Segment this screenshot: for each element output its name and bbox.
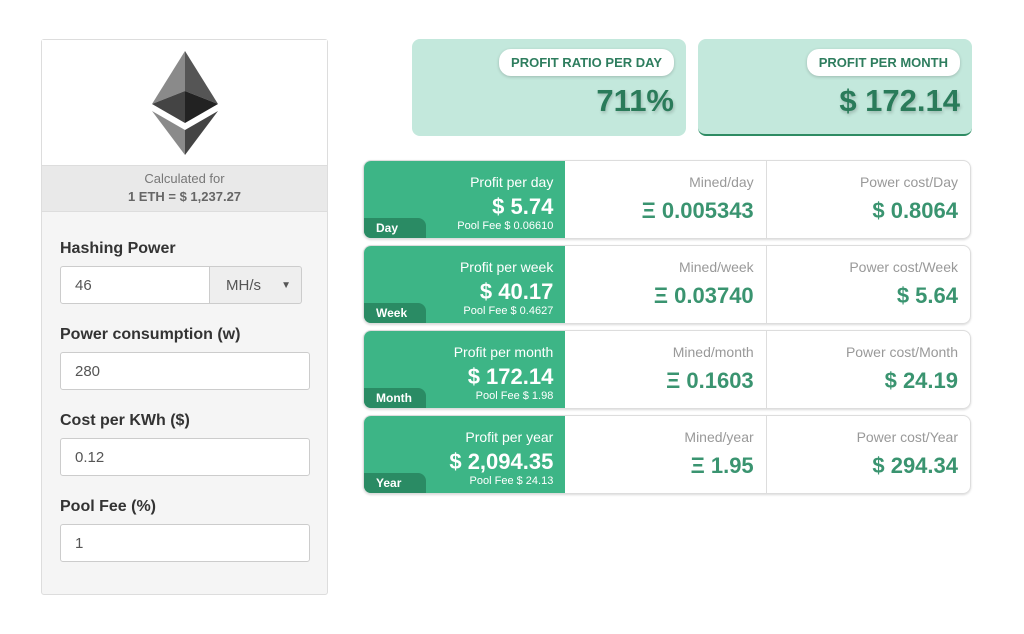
caret-down-icon: ▼ [281, 279, 291, 291]
profit-label: Profit per week [459, 259, 554, 275]
profit-cell: Profit per week $ 40.17 Pool Fee $ 0.462… [364, 246, 566, 323]
profit-cell: Profit per day $ 5.74 Pool Fee $ 0.06610… [364, 161, 566, 238]
ethereum-logo-area [42, 40, 327, 166]
profit-month-value: $ 172.14 [839, 83, 960, 118]
mined-cell: Mined/day Ξ 0.005343 [565, 161, 767, 238]
cost-per-kwh-label: Cost per KWh ($) [60, 412, 190, 429]
hashing-power-input[interactable]: 46 [60, 266, 210, 304]
profit-ratio-label: PROFIT RATIO PER DAY [499, 49, 674, 76]
hashing-power-label: Hashing Power [60, 240, 176, 257]
period-tag: Day [364, 218, 426, 238]
mined-value: Ξ 0.03740 [653, 283, 754, 308]
calculator-panel: Calculated for 1 ETH = $ 1,237.27 Hashin… [41, 39, 328, 595]
pool-fee-input[interactable]: 1 [60, 524, 310, 562]
pool-fee-value: Pool Fee $ 24.13 [469, 475, 554, 487]
mined-value: Ξ 0.1603 [666, 368, 754, 393]
profit-ratio-value: 711% [596, 83, 674, 118]
profit-label: Profit per day [470, 174, 554, 190]
profit-label: Profit per year [465, 429, 554, 445]
power-cost-cell: Power cost/Day $ 0.8064 [767, 161, 970, 238]
power-cost-cell: Power cost/Month $ 24.19 [767, 331, 970, 408]
result-row-day: Profit per day $ 5.74 Pool Fee $ 0.06610… [363, 160, 971, 239]
power-consumption-label: Power consumption (w) [60, 326, 241, 343]
rate-info: Calculated for 1 ETH = $ 1,237.27 [42, 166, 327, 212]
power-cost-label: Power cost/Day [859, 174, 958, 190]
hashing-unit-select[interactable]: MH/s ▼ [210, 266, 302, 304]
mined-value: Ξ 1.95 [690, 453, 754, 478]
power-cost-value: $ 5.64 [896, 283, 958, 308]
power-cost-label: Power cost/Month [845, 344, 958, 360]
eth-rate: 1 ETH = $ 1,237.27 [127, 189, 242, 204]
pool-fee-value: Pool Fee $ 0.06610 [457, 220, 554, 232]
pool-fee-value: Pool Fee $ 1.98 [475, 390, 554, 402]
result-row-week: Profit per week $ 40.17 Pool Fee $ 0.462… [363, 245, 971, 324]
profit-ratio-card: PROFIT RATIO PER DAY 711% [412, 39, 686, 136]
profit-month-label: PROFIT PER MONTH [806, 49, 960, 76]
result-row-month: Profit per month $ 172.14 Pool Fee $ 1.9… [363, 330, 971, 409]
profit-cell: Profit per year $ 2,094.35 Pool Fee $ 24… [364, 416, 566, 493]
profit-value: $ 172.14 [467, 364, 554, 389]
pool-fee-label: Pool Fee (%) [60, 498, 157, 515]
power-cost-value: $ 24.19 [884, 368, 958, 393]
power-cost-value: $ 294.34 [872, 453, 958, 478]
power-cost-cell: Power cost/Week $ 5.64 [767, 246, 970, 323]
period-tag: Year [364, 473, 426, 493]
cost-per-kwh-input[interactable]: 0.12 [60, 438, 310, 476]
mined-label: Mined/month [672, 344, 754, 360]
result-row-year: Profit per year $ 2,094.35 Pool Fee $ 24… [363, 415, 971, 494]
period-tag: Month [364, 388, 426, 408]
power-cost-label: Power cost/Week [849, 259, 958, 275]
mined-value: Ξ 0.005343 [641, 198, 754, 223]
power-cost-value: $ 0.8064 [872, 198, 958, 223]
ethereum-logo-icon [151, 50, 218, 155]
profit-cell: Profit per month $ 172.14 Pool Fee $ 1.9… [364, 331, 566, 408]
mined-label: Mined/year [684, 429, 754, 445]
profit-label: Profit per month [453, 344, 554, 360]
hashing-unit-value: MH/s [226, 276, 261, 294]
mined-cell: Mined/week Ξ 0.03740 [565, 246, 767, 323]
power-consumption-input[interactable]: 280 [60, 352, 310, 390]
pool-fee-value: Pool Fee $ 0.4627 [463, 305, 554, 317]
profit-value: $ 5.74 [492, 194, 554, 219]
mined-label: Mined/week [678, 259, 754, 275]
mined-cell: Mined/month Ξ 0.1603 [565, 331, 767, 408]
mined-cell: Mined/year Ξ 1.95 [565, 416, 767, 493]
mined-label: Mined/day [689, 174, 754, 190]
profit-value: $ 40.17 [479, 279, 554, 304]
profit-month-card: PROFIT PER MONTH $ 172.14 [698, 39, 972, 136]
profit-value: $ 2,094.35 [449, 449, 554, 474]
power-cost-label: Power cost/Year [856, 429, 958, 445]
power-cost-cell: Power cost/Year $ 294.34 [767, 416, 970, 493]
calculated-for-label: Calculated for [144, 171, 225, 186]
period-tag: Week [364, 303, 426, 323]
